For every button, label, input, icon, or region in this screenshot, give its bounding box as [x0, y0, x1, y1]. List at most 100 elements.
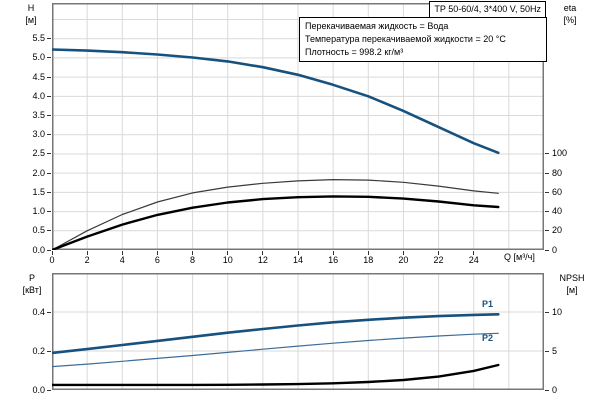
x-tick-mark [86, 251, 88, 255]
plot-frame [52, 3, 544, 250]
plot-frame [52, 273, 544, 390]
power-npsh-chart-svg [52, 273, 544, 390]
x-tick-mark [192, 251, 194, 255]
y-left-tick-mark [47, 311, 51, 313]
x-tick-mark [332, 251, 334, 255]
info-line-liquid: Перекачиваемая жидкость = Вода [305, 21, 449, 31]
y-left-tick-label: 4.5 [32, 71, 45, 82]
x-tick-label: 20 [398, 255, 409, 265]
y-left-tick-label: 0.0 [32, 244, 45, 255]
y-left-tick-label: 5.5 [32, 33, 45, 44]
eta-axis-name: eta [563, 3, 577, 13]
y-left-tick-label: 5.0 [32, 52, 45, 63]
p1-curve-label: P1 [482, 299, 494, 309]
y-left-tick-mark [47, 115, 51, 117]
x-tick-label: 14 [292, 255, 303, 265]
x-tick-mark [473, 251, 475, 255]
x-tick-label: 24 [468, 255, 479, 265]
y-right-tick-mark [545, 350, 549, 352]
x-tick-label: 8 [190, 255, 196, 265]
y-right-tick-label: 0 [552, 384, 558, 395]
y-right-tick-mark [545, 172, 549, 174]
p2-curve-label: P2 [482, 333, 494, 343]
x-tick-label: 10 [222, 255, 233, 265]
y-right-tick-mark [545, 211, 549, 213]
y-left-tick-mark [47, 211, 51, 213]
y-left-tick-mark [47, 57, 51, 59]
y-right-tick-label: 100 [552, 148, 568, 159]
npsh-axis-name: NPSH [559, 273, 585, 283]
x-tick-label: 4 [119, 255, 125, 265]
x-tick-label: 0 [49, 255, 55, 265]
y-right-tick-mark [545, 191, 549, 193]
y-left-tick-label: 0.2 [32, 345, 45, 356]
npsh-axis-title: NPSH [м] [550, 272, 594, 296]
x-tick-mark [227, 251, 229, 255]
y-left-tick-mark [47, 350, 51, 352]
x-tick-label: 2 [84, 255, 90, 265]
y-right-tick-label: 5 [552, 345, 558, 356]
y-left-tick-mark [47, 172, 51, 174]
x-tick-label: 6 [154, 255, 160, 265]
x-tick-mark [156, 251, 158, 255]
y-right-tick-mark [545, 249, 549, 251]
h-axis-unit: [м] [25, 15, 37, 25]
q-axis-title: Q [м³/ч] [504, 252, 535, 262]
y-right-tick-mark [545, 311, 549, 313]
h-axis-name: H [27, 3, 35, 13]
y-right-tick-label: 80 [552, 167, 563, 178]
p-axis-unit: [кВт] [22, 285, 42, 295]
y-right-tick-label: 10 [552, 306, 563, 317]
y-left-tick-label: 2.0 [32, 167, 45, 178]
operating-conditions-box: Перекачиваемая жидкость = Вода Температу… [299, 17, 547, 62]
npsh-curve [52, 363, 500, 387]
y-left-tick-label: 2.5 [32, 148, 45, 159]
h-axis-title: H [м] [13, 2, 49, 26]
x-tick-mark [438, 251, 440, 255]
y-left-tick-mark [47, 230, 51, 232]
y-left-tick-label: 4.0 [32, 90, 45, 101]
y-left-tick-mark [47, 95, 51, 97]
y-right-tick-label: 40 [552, 206, 563, 217]
y-right-tick-label: 20 [552, 225, 563, 236]
x-tick-mark [402, 251, 404, 255]
eta-axis-unit: [%] [563, 15, 577, 25]
x-tick-mark [297, 251, 299, 255]
y-right-tick-mark [545, 153, 549, 155]
info-line-temperature: Температура перекачиваемой жидкости = 20… [305, 34, 506, 44]
y-right-tick-mark [545, 389, 549, 391]
y-left-tick-label: 3.5 [32, 110, 45, 121]
y-left-tick-mark [47, 153, 51, 155]
y-left-tick-mark [47, 38, 51, 40]
p2-power-curve [52, 332, 499, 368]
y-left-tick-mark [47, 249, 51, 251]
x-tick-label: 22 [433, 255, 444, 265]
y-left-tick-label: 0.0 [32, 384, 45, 395]
x-tick-mark [51, 251, 53, 255]
p-axis-name: P [28, 273, 35, 283]
x-tick-mark [121, 251, 123, 255]
y-left-tick-label: 1.0 [32, 206, 45, 217]
x-tick-mark [367, 251, 369, 255]
y-left-tick-label: 0.4 [32, 306, 45, 317]
x-tick-label: 16 [328, 255, 339, 265]
y-left-tick-mark [47, 191, 51, 193]
y-right-tick-mark [545, 230, 549, 232]
y-right-tick-label: 60 [552, 186, 563, 197]
eta-axis-title: eta [%] [552, 2, 588, 26]
x-tick-label: 12 [257, 255, 268, 265]
y-left-tick-label: 0.5 [32, 225, 45, 236]
eta-pump-motor-curve [52, 195, 500, 250]
p-axis-title: P [кВт] [12, 272, 52, 296]
y-left-tick-label: 1.5 [32, 186, 45, 197]
npsh-axis-unit: [м] [566, 285, 578, 295]
p1-power-curve [52, 312, 500, 355]
y-left-tick-mark [47, 389, 51, 391]
info-line-density: Плотность = 998.2 кг/м³ [305, 47, 404, 57]
eta-pump-curve [52, 179, 499, 250]
y-left-tick-mark [47, 134, 51, 136]
x-tick-mark [262, 251, 264, 255]
y-right-tick-label: 0 [552, 244, 558, 255]
pump-title-box: TP 50-60/4, 3*400 V, 50Hz [429, 1, 546, 18]
